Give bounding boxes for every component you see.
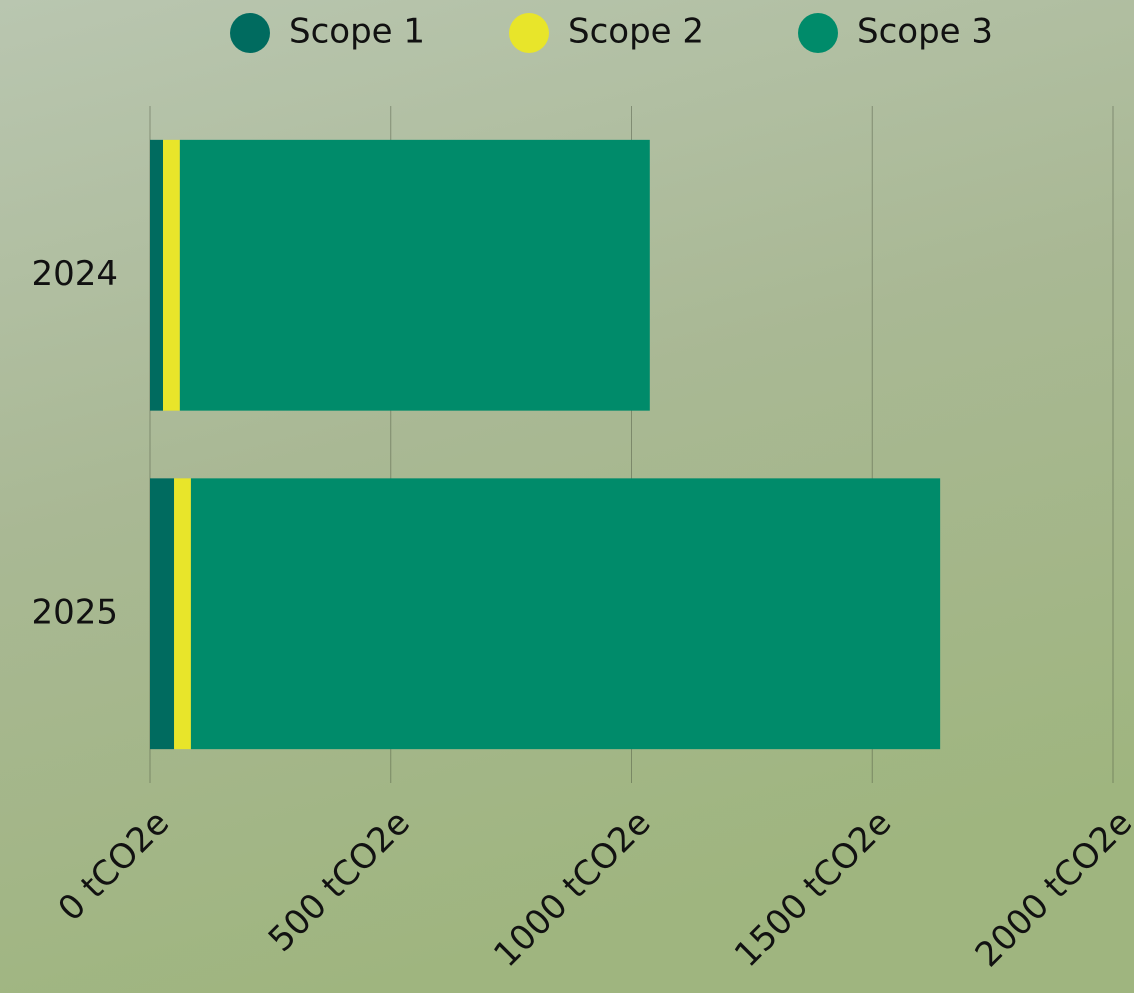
y-tick-label: 2024 <box>31 254 118 294</box>
legend-swatch <box>509 13 549 53</box>
bar-segment <box>190 478 941 750</box>
legend-swatch <box>798 13 838 53</box>
y-tick-label: 2025 <box>31 592 118 632</box>
bar-segment <box>150 478 175 750</box>
bar-segment <box>150 139 164 411</box>
bar-segment <box>174 478 191 750</box>
legend-label: Scope 2 <box>568 12 704 52</box>
legend-swatch <box>230 13 270 53</box>
legend-label: Scope 1 <box>289 12 425 52</box>
bar-segment <box>179 139 650 411</box>
legend-label: Scope 3 <box>857 12 993 52</box>
bar-segment <box>163 139 180 411</box>
